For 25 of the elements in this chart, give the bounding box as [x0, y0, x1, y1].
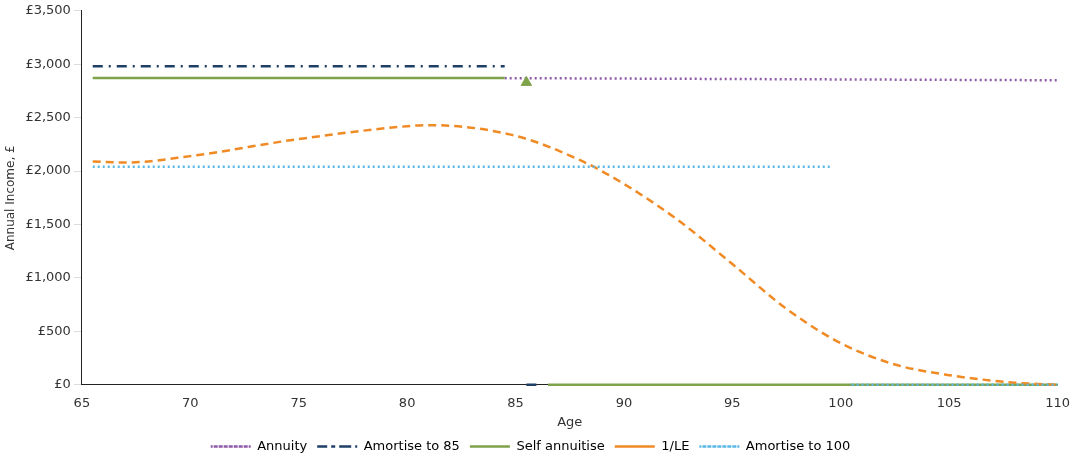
y-tick-label: £3,500: [25, 2, 71, 18]
x-tick-label: 105: [936, 394, 962, 410]
y-axis-title: Annual Income, £: [3, 145, 18, 251]
y-tick-label: £0: [54, 376, 71, 392]
x-tick-label: 110: [1045, 394, 1071, 410]
x-tick-label: 75: [290, 394, 307, 410]
x-tick-label: 65: [73, 394, 91, 410]
x-tick-label: 100: [828, 394, 854, 410]
y-tick-label: £2,500: [25, 109, 71, 125]
y-tick-label: £1,000: [25, 269, 71, 285]
y-tick-label: £1,500: [25, 215, 71, 231]
legend-label: Amortise to 85: [363, 437, 460, 453]
legend-label: Annuity: [257, 437, 308, 453]
x-tick-label: 90: [615, 394, 633, 410]
legend-label: Amortise to 100: [745, 437, 851, 453]
y-tick-label: £3,000: [25, 55, 71, 71]
x-tick-label: 85: [507, 394, 524, 410]
legend-label: 1/LE: [661, 437, 690, 453]
x-tick-label: 80: [398, 394, 416, 410]
x-tick-label: 95: [724, 394, 741, 410]
y-tick-label: £500: [37, 322, 71, 338]
x-axis-title: Age: [557, 413, 583, 429]
x-tick-label: 70: [182, 394, 199, 410]
y-tick-label: £2,000: [25, 162, 71, 178]
legend-label: Self annuitise: [516, 437, 605, 453]
